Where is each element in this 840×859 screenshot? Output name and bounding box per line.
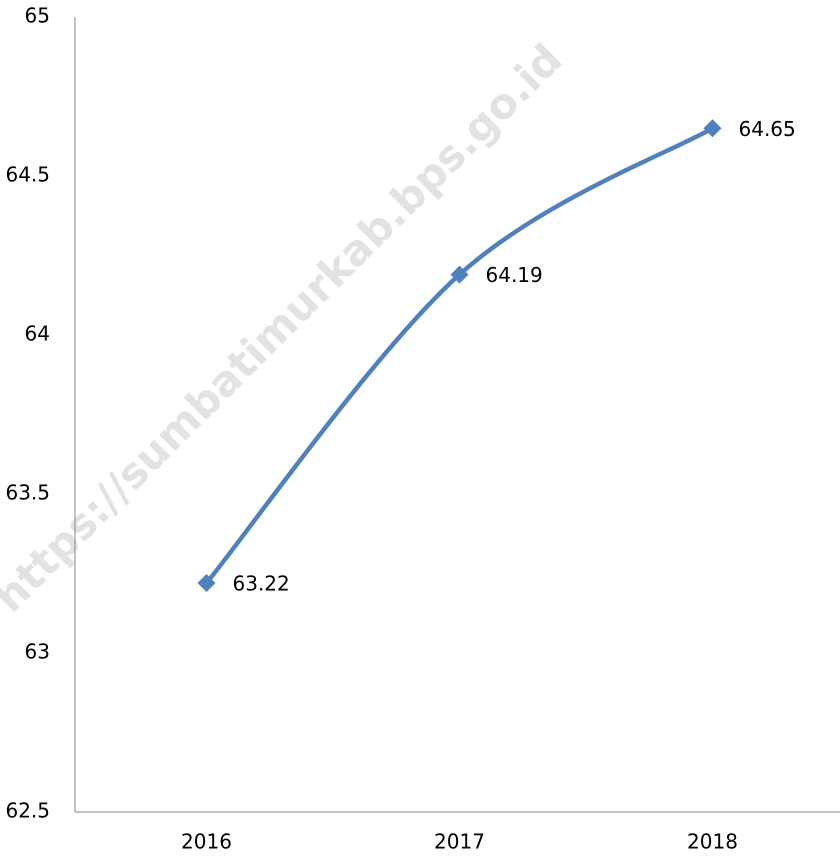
data-label: 63.22 — [233, 572, 290, 596]
marker — [450, 265, 469, 284]
y-tick-label: 65 — [25, 4, 50, 28]
x-tick-label: 2016 — [181, 830, 232, 854]
data-label: 64.19 — [486, 263, 543, 287]
data-label: 64.65 — [739, 117, 796, 141]
x-tick-label: 2017 — [434, 830, 485, 854]
y-tick-label: 63.5 — [5, 481, 50, 505]
x-tick-label: 2018 — [687, 830, 738, 854]
y-tick-label: 62.5 — [5, 799, 50, 823]
y-tick-label: 64 — [25, 322, 50, 346]
watermark: https://sumbatimurkab.bps.go.id — [0, 34, 571, 621]
y-tick-label: 64.5 — [5, 163, 50, 187]
y-tick-label: 63 — [25, 640, 50, 664]
marker — [197, 574, 216, 593]
series-line — [204, 126, 715, 586]
marker — [703, 119, 722, 138]
